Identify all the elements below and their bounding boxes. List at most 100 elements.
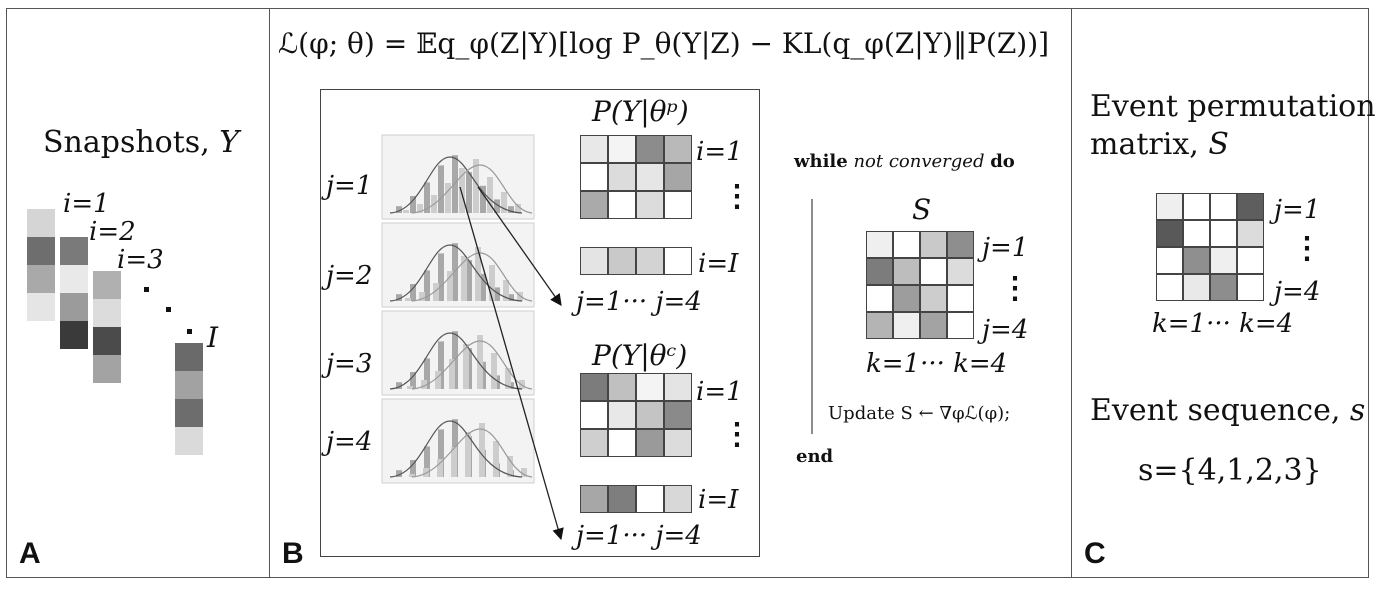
snapshot-cell: [60, 265, 88, 293]
histogram-bar: [491, 353, 497, 389]
ellipsis-dot: [166, 307, 171, 312]
matrix-c-cell: [608, 485, 636, 513]
histogram-bar: [477, 335, 483, 389]
histogram-bar: [396, 206, 402, 213]
histogram-bar: [466, 172, 472, 213]
matrix-s-cell: [866, 285, 893, 312]
snapshot-cell: [27, 237, 55, 265]
matrix-s-cell: [866, 258, 893, 285]
histogram-bar: [459, 168, 465, 213]
matrix-s-cell: [947, 312, 974, 339]
matrix-p-cell: [608, 163, 636, 191]
histogram-bar: [445, 183, 451, 213]
histogram-bar: [410, 284, 416, 301]
algo-update-line: Update S ← ∇φℒ(φ);: [828, 403, 1011, 424]
histogram-bar: [493, 441, 499, 477]
snapshot-cell: [60, 321, 88, 349]
histogram-bar: [435, 371, 441, 389]
vdots-c: ⋮: [722, 417, 752, 452]
histogram-bar: [396, 470, 402, 477]
final-matrix-cell: [1156, 274, 1183, 301]
matrix-c-cell: [636, 401, 664, 429]
algo-while-line: while not converged do: [794, 151, 1015, 172]
panel-label-a: A: [19, 537, 41, 570]
histogram-bar: [438, 253, 444, 301]
histogram-bar: [487, 177, 493, 213]
matrix-p-cell: [580, 247, 608, 275]
histogram-bar: [403, 210, 409, 213]
matrix-s-cell: [893, 285, 920, 312]
matrix-c-cell: [580, 429, 608, 457]
matrix-c-cell: [608, 373, 636, 401]
matrix-p-cell: [580, 163, 608, 191]
histogram-bar: [452, 155, 458, 213]
histogram-bar: [449, 359, 455, 389]
j-label-2: j=2: [326, 261, 373, 291]
matrix-p-cell: [636, 247, 664, 275]
histogram-bar: [438, 165, 444, 213]
density-curve: [411, 164, 533, 214]
histogram-bar: [489, 265, 495, 301]
histogram-bar: [410, 372, 416, 389]
matrix-p-cell: [664, 135, 692, 163]
ellipsis-dot: [187, 329, 192, 334]
arrow-to-c: [459, 186, 564, 541]
matrix-p-cell: [636, 191, 664, 219]
histogram-thumbnail: [381, 222, 535, 308]
matrix-s-cell: [893, 312, 920, 339]
histogram-bar: [417, 204, 423, 213]
histogram-bar: [424, 182, 430, 213]
panel-c: Event permutation matrix, S j=1 ⋮ j=4 k=…: [1071, 8, 1376, 578]
p-theta-p-label: P(Y|θᵖ): [592, 95, 689, 128]
histogram-bar: [480, 185, 486, 213]
matrix-c-cell: [664, 429, 692, 457]
algo-j4-label: j=4: [982, 315, 1029, 345]
histogram-bar: [405, 298, 411, 301]
arrow-to-p: [477, 186, 562, 306]
matrix-c-cell: [664, 373, 692, 401]
histogram-bar: [505, 368, 511, 389]
histogram-bar: [433, 283, 439, 301]
c-j1-label: j=1: [1274, 195, 1321, 225]
snapshot-cell: [93, 271, 121, 299]
matrix-s-cell: [866, 231, 893, 258]
snapshot-cell: [27, 265, 55, 293]
final-matrix-cell: [1237, 220, 1264, 247]
row-i1-label-c: i=1: [696, 377, 743, 407]
histogram-bar: [396, 294, 402, 301]
j-label-4: j=4: [326, 427, 373, 457]
matrix-p-cell: [580, 135, 608, 163]
final-matrix-cell: [1156, 193, 1183, 220]
histogram-bar: [521, 468, 527, 477]
histogram-bar: [438, 429, 444, 477]
snapshot-cell: [175, 399, 203, 427]
snapshot-cell: [60, 293, 88, 321]
j-label-3: j=3: [326, 349, 373, 379]
snapshots-title: Snapshots, Y: [43, 125, 240, 160]
matrix-p-cell: [636, 135, 664, 163]
histogram-thumbnail: [381, 134, 535, 220]
histogram-bar: [452, 243, 458, 301]
ellipsis-dot: [144, 287, 149, 292]
final-matrix-cell: [1237, 247, 1264, 274]
histogram-bar: [465, 432, 471, 477]
matrix-s-cell: [920, 285, 947, 312]
density-curve: [389, 420, 523, 478]
histogram-bar: [447, 271, 453, 301]
row-i1-label-p: i=1: [696, 137, 743, 167]
density-curve: [411, 340, 533, 390]
matrix-s-cell: [893, 258, 920, 285]
algo-vdots: ⋮: [1000, 271, 1030, 306]
panel-b: ℒ(φ; θ) = 𝔼q_φ(Z|Y)[log P_θ(Y|Z) − KL(q_…: [269, 8, 1072, 578]
histogram-bar: [466, 260, 472, 301]
matrix-s-cell: [947, 258, 974, 285]
histogram-bar: [424, 446, 430, 477]
matrix-s-cell: [947, 285, 974, 312]
histogram-bar: [473, 159, 479, 213]
mapping-arrows: [459, 186, 813, 541]
index-i1: i=1: [63, 189, 110, 219]
histogram-bar: [410, 196, 416, 213]
matrix-p-cell: [664, 247, 692, 275]
event-sequence-title: Event sequence, s: [1090, 393, 1366, 428]
matrix-c-cell: [636, 429, 664, 457]
